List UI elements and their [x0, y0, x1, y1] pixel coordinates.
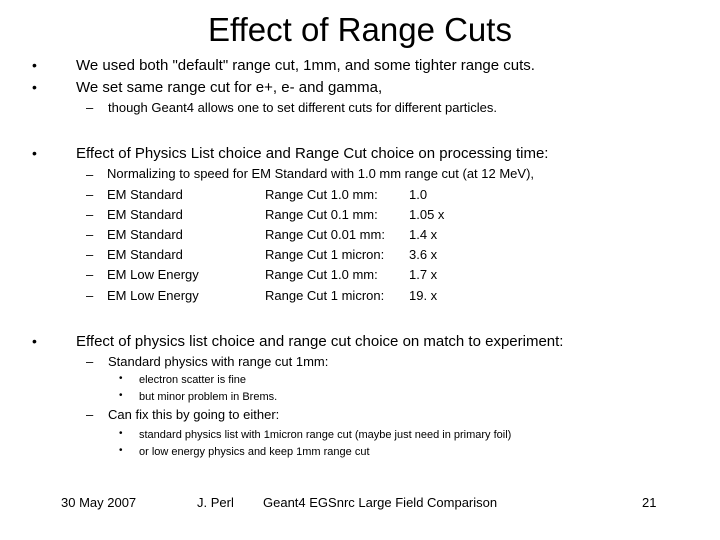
footer-talk-title: Geant4 EGSnrc Large Field Comparison	[263, 495, 498, 510]
bullet-same-cut: We set same range cut for e+, e- and gam…	[76, 79, 383, 96]
physics-list: EM Standard	[107, 187, 183, 202]
range-cut: Range Cut 1 micron:	[265, 247, 385, 262]
dash-icon: –	[86, 354, 94, 369]
dash-icon: –	[86, 167, 94, 182]
physics-list: EM Standard	[107, 207, 183, 222]
speed-factor: 3.6 x	[409, 247, 438, 262]
dash-icon: –	[86, 100, 94, 115]
bullet-icon: •	[119, 428, 123, 439]
slide-title: Effect of Range Cuts	[208, 11, 512, 48]
speed-factor: 19. x	[409, 288, 438, 303]
dash-icon: –	[86, 407, 94, 422]
bullet-icon: •	[32, 79, 37, 95]
bullet-icon: •	[32, 145, 37, 161]
timing-row: – EM Low Energy Range Cut 1.0 mm: 1.7 x	[0, 265, 720, 285]
sub-bullet-can-fix: Can fix this by going to either:	[108, 407, 280, 422]
bullet-icon: •	[32, 57, 37, 73]
timing-row: – EM Standard Range Cut 1 micron: 3.6 x	[0, 245, 720, 265]
dash-icon: –	[86, 187, 94, 202]
sub-bullet-standard-physics: Standard physics with range cut 1mm:	[108, 354, 329, 369]
physics-list: EM Standard	[107, 247, 183, 262]
bullet-icon: •	[119, 373, 123, 384]
bullet-range-cuts-used: We used both "default" range cut, 1mm, a…	[76, 57, 535, 74]
speed-factor: 1.4 x	[409, 227, 438, 242]
timing-row: – EM Standard Range Cut 0.01 mm: 1.4 x	[0, 225, 720, 245]
physics-list: EM Standard	[107, 227, 183, 242]
range-cut: Range Cut 0.1 mm:	[265, 207, 378, 222]
sub-sub-bullet: or low energy physics and keep 1mm range…	[139, 446, 370, 458]
bullet-icon: •	[119, 390, 123, 401]
sub-bullet-different-cuts: though Geant4 allows one to set differen…	[108, 100, 498, 115]
footer-author: J. Perl	[197, 495, 234, 510]
bullet-icon: •	[119, 445, 123, 456]
timing-row: – EM Standard Range Cut 1.0 mm: 1.0	[0, 185, 720, 205]
sub-sub-bullet: but minor problem in Brems.	[139, 391, 278, 403]
physics-list: EM Low Energy	[107, 267, 199, 282]
sub-sub-bullet: electron scatter is fine	[139, 374, 246, 386]
range-cut: Range Cut 1 micron:	[265, 288, 385, 303]
bullet-processing-time: Effect of Physics List choice and Range …	[76, 145, 549, 162]
dash-icon: –	[86, 267, 94, 282]
speed-factor: 1.05 x	[409, 207, 445, 222]
footer-date: 30 May 2007	[61, 495, 137, 510]
range-cut: Range Cut 1.0 mm:	[265, 187, 378, 202]
timing-row: – EM Standard Range Cut 0.1 mm: 1.05 x	[0, 205, 720, 225]
bullet-match-experiment: Effect of physics list choice and range …	[76, 333, 564, 350]
dash-icon: –	[86, 227, 94, 242]
speed-factor: 1.7 x	[409, 267, 438, 282]
sub-bullet-normalizing: Normalizing to speed for EM Standard wit…	[107, 166, 535, 181]
dash-icon: –	[86, 207, 94, 222]
speed-factor: 1.0	[409, 187, 428, 202]
sub-sub-bullet: standard physics list with 1micron range…	[139, 429, 512, 441]
physics-list: EM Low Energy	[107, 288, 199, 303]
range-cut: Range Cut 1.0 mm:	[265, 267, 378, 282]
bullet-icon: •	[32, 333, 37, 349]
timing-row: – EM Low Energy Range Cut 1 micron: 19. …	[0, 286, 720, 306]
range-cut: Range Cut 0.01 mm:	[265, 227, 385, 242]
dash-icon: –	[86, 288, 94, 303]
page-number: 21	[642, 495, 657, 510]
dash-icon: –	[86, 247, 94, 262]
